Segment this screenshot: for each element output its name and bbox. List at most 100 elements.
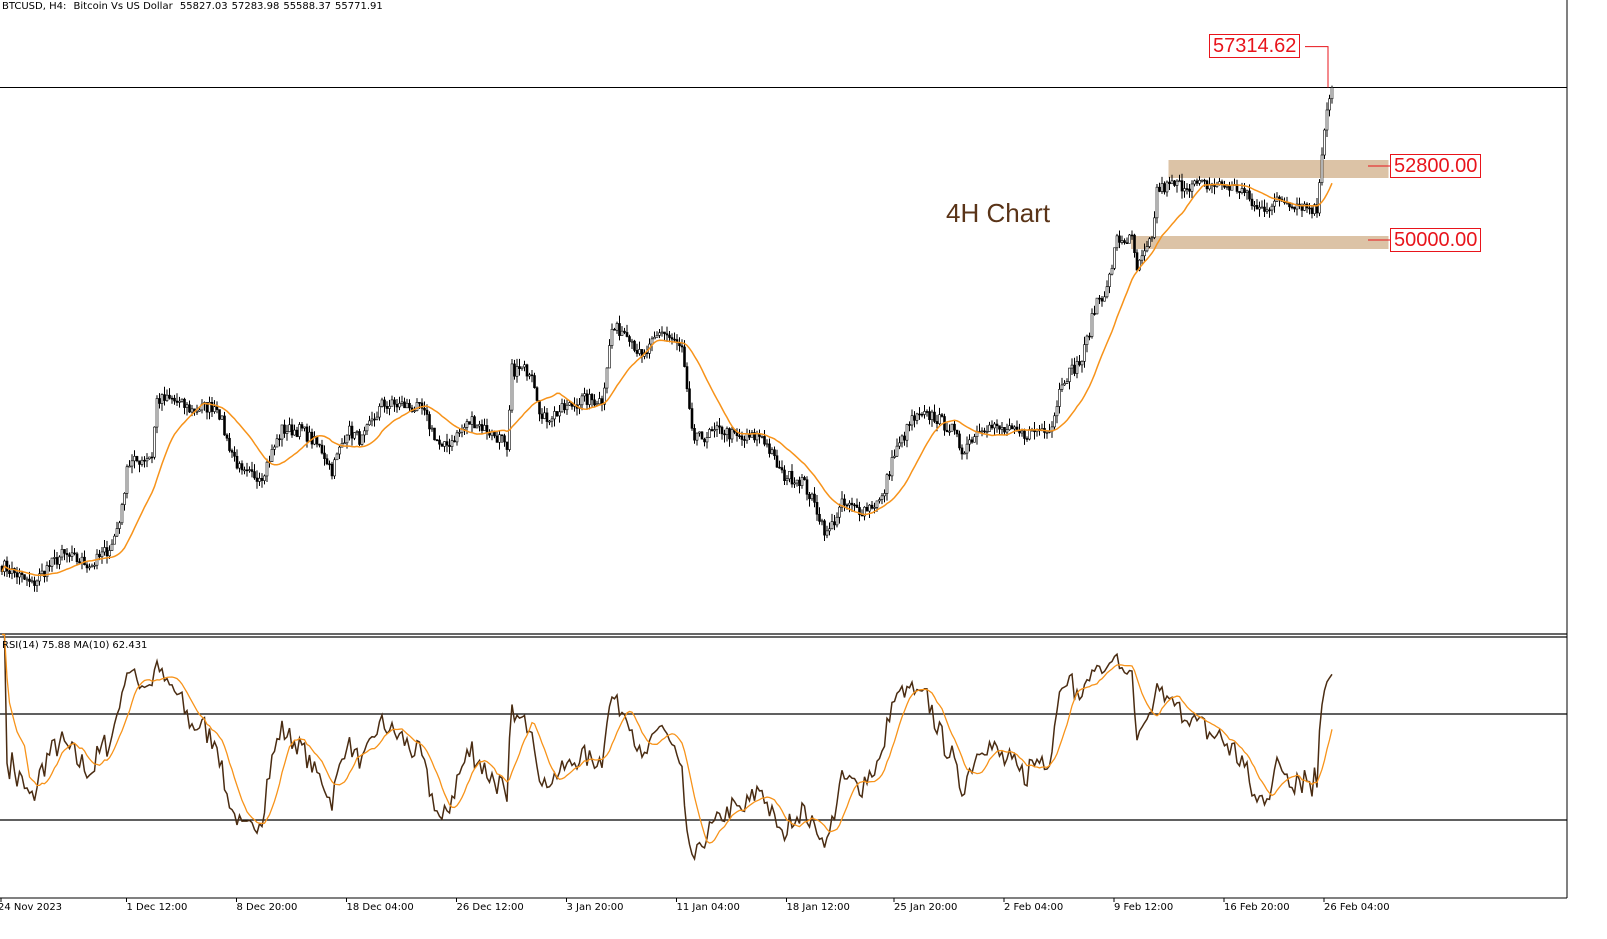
bull-candle: [270, 449, 274, 462]
bull-candle: [470, 416, 474, 425]
high-price-label[interactable]: 57314.62: [1209, 34, 1301, 58]
bear-candle: [700, 431, 704, 440]
bull-candle: [345, 434, 349, 444]
bear-candle: [85, 564, 89, 569]
bear-candle: [33, 580, 36, 586]
bear-candle: [8, 570, 11, 574]
bear-candle: [433, 427, 436, 441]
bull-candle: [50, 557, 54, 567]
bull-candle: [788, 471, 791, 480]
bull-candle: [1328, 98, 1331, 111]
bear-candle: [218, 409, 221, 420]
bull-candle: [413, 410, 416, 412]
bull-candle: [88, 566, 91, 569]
bull-candle: [140, 459, 144, 465]
bear-candle: [718, 425, 721, 428]
bull-candle: [293, 429, 296, 436]
bear-candle: [383, 399, 386, 407]
bear-candle: [790, 471, 794, 485]
bull-candle: [608, 345, 611, 369]
bull-candle: [220, 415, 224, 420]
bear-candle: [98, 553, 101, 558]
bear-candle: [328, 463, 331, 466]
bear-candle: [590, 394, 594, 401]
bull-candle: [745, 433, 749, 441]
bull-candle: [1080, 360, 1084, 366]
bull-candle: [243, 469, 246, 472]
support-price-label[interactable]: 50000.00: [1390, 228, 1482, 252]
bull-candle: [145, 458, 149, 462]
bear-candle: [428, 414, 431, 430]
bear-candle: [773, 449, 776, 457]
bull-candle: [973, 436, 976, 443]
bear-candle: [1243, 188, 1246, 193]
bull-candle: [1083, 344, 1086, 362]
bear-candle: [320, 444, 324, 454]
bear-candle: [143, 459, 146, 462]
bear-candle: [833, 521, 836, 526]
bear-candle: [325, 458, 329, 465]
bull-candle: [400, 401, 404, 404]
bear-candle: [545, 412, 549, 422]
bear-candle: [798, 479, 801, 486]
bear-candle: [805, 479, 809, 495]
bear-candle: [925, 411, 929, 413]
bear-candle: [823, 520, 826, 536]
bear-candle: [870, 504, 874, 509]
bull-candle: [298, 424, 301, 437]
bull-candle: [1178, 180, 1181, 182]
bear-candle: [858, 507, 861, 515]
bull-candle: [580, 395, 584, 406]
resistance-price-label[interactable]: 52800.00: [1390, 154, 1482, 178]
bull-candle: [195, 410, 199, 413]
bear-candle: [808, 494, 811, 500]
bear-candle: [1315, 204, 1319, 214]
bear-candle: [728, 428, 731, 440]
bull-candle: [30, 580, 34, 583]
bull-candle: [1060, 384, 1064, 390]
bull-candle: [905, 424, 909, 441]
bear-candle: [1173, 180, 1176, 186]
rsi-ma-name: MA(10): [73, 640, 110, 651]
bull-candle: [1113, 247, 1116, 269]
bear-candle: [283, 424, 286, 434]
bull-candle: [800, 477, 804, 486]
bear-candle: [105, 547, 109, 557]
bear-candle: [255, 477, 259, 482]
bear-candle: [780, 467, 784, 471]
bear-candle: [953, 423, 956, 431]
bear-candle: [1003, 427, 1006, 433]
bull-candle: [558, 411, 561, 417]
bull-candle: [963, 452, 966, 455]
bull-candle: [380, 399, 384, 407]
bull-candle: [620, 330, 624, 336]
time-tick-label: 26 Feb 04:00: [1324, 902, 1390, 913]
bear-candle: [813, 493, 816, 503]
bull-candle: [1258, 206, 1261, 210]
bull-candle: [1138, 259, 1141, 271]
bear-candle: [1100, 298, 1104, 302]
bear-candle: [1310, 207, 1314, 214]
bear-candle: [783, 469, 786, 481]
bear-candle: [753, 432, 756, 441]
bull-candle: [883, 493, 886, 497]
bear-candle: [175, 400, 179, 403]
bear-candle: [318, 443, 321, 446]
bull-candle: [1155, 186, 1159, 219]
bear-candle: [1025, 438, 1029, 440]
bull-candle: [1318, 182, 1321, 214]
bear-candle: [1118, 235, 1121, 243]
bull-candle: [18, 572, 21, 578]
bull-candle: [730, 429, 734, 440]
bull-candle: [90, 565, 94, 568]
bull-candle: [128, 465, 131, 468]
time-tick-label: 2 Feb 04:00: [1004, 902, 1064, 913]
bear-candle: [440, 443, 444, 447]
bull-candle: [893, 455, 896, 458]
bear-candle: [1180, 180, 1184, 192]
bear-candle: [358, 431, 361, 445]
bull-candle: [810, 493, 814, 500]
bull-candle: [1140, 255, 1144, 261]
